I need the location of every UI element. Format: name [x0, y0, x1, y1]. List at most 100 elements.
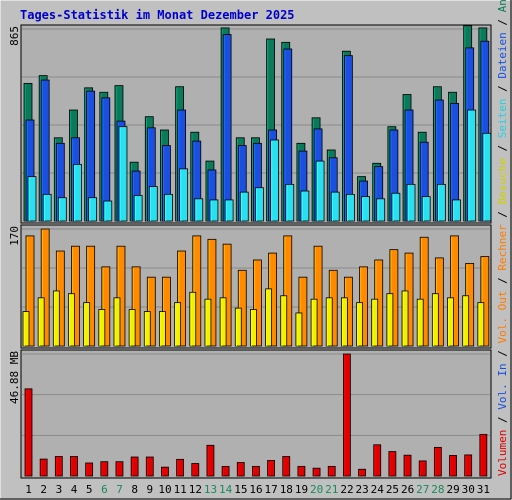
legend--: /	[496, 204, 509, 224]
middle-bar-besuche-day-3	[52, 290, 60, 347]
bottom-bar-volumen-day-1	[24, 388, 33, 477]
day-label-10: 10	[158, 483, 171, 496]
middle-bar-rechner-day-5	[86, 245, 96, 347]
day-label-25: 25	[386, 483, 399, 496]
middle-bar-rechner-day-2	[40, 228, 50, 347]
bottom-bar-volumen-day-25	[388, 451, 397, 477]
top-bar-seiten-day-23	[361, 196, 370, 222]
top-bar-seiten-day-13	[209, 199, 219, 222]
day-label-3: 3	[56, 483, 63, 496]
top-bar-seiten-day-14	[224, 199, 234, 222]
top-bar-seiten-day-16	[255, 187, 264, 222]
top-bar-seiten-day-2	[42, 193, 52, 222]
bottom-bar-volumen-day-20	[312, 467, 321, 477]
top-panel: 865	[8, 24, 492, 224]
bottom-bar-volumen-day-9	[145, 456, 154, 477]
top-bar-seiten-day-17	[270, 139, 279, 222]
middle-bar-besuche-day-16	[250, 309, 257, 347]
bottom-bar-volumen-day-24	[373, 444, 382, 477]
top-bar-seiten-day-28	[436, 183, 446, 222]
top-bar-seiten-day-20	[315, 160, 325, 222]
bottom-bar-volumen-day-18	[282, 456, 291, 477]
middle-ymax-label: 170	[8, 226, 21, 246]
legend--: /	[496, 79, 509, 99]
middle-panel: 170	[8, 224, 492, 349]
day-label-19: 19	[295, 483, 308, 496]
day-label-14: 14	[219, 483, 233, 496]
day-label-22: 22	[340, 483, 353, 496]
middle-bar-rechner-day-12	[192, 235, 202, 347]
bottom-bar-volumen-day-7	[115, 461, 124, 477]
middle-bar-besuche-day-24	[371, 298, 379, 347]
top-bar-seiten-day-30	[467, 109, 477, 222]
middle-bar-besuche-day-18	[280, 295, 288, 347]
day-label-8: 8	[131, 483, 138, 496]
bottom-bar-volumen-day-16	[252, 465, 260, 477]
legend-volumen: Volumen	[496, 430, 509, 476]
day-label-6: 6	[101, 483, 108, 496]
middle-bar-besuche-day-26	[401, 290, 409, 347]
bottom-bar-volumen-day-21	[327, 465, 336, 477]
bottom-bar-volumen-day-17	[267, 459, 275, 477]
legend-text: Volumen / Vol. In / Vol. Out / Rechner /…	[496, 0, 509, 476]
bottom-bar-volumen-day-14	[221, 465, 230, 477]
middle-bar-besuche-day-17	[265, 288, 272, 347]
legend-anfragen: Anfragen	[496, 0, 509, 12]
bottom-bar-volumen-day-31	[479, 433, 488, 477]
middle-bar-rechner-day-11	[177, 250, 187, 347]
legend--: /	[496, 344, 509, 364]
bottom-bar-volumen-day-19	[297, 465, 306, 477]
middle-bar-rechner-day-29	[450, 235, 459, 347]
top-bar-seiten-day-6	[103, 200, 113, 222]
middle-bar-besuche-day-20	[310, 298, 318, 347]
middle-bar-rechner-day-18	[283, 235, 293, 347]
day-label-18: 18	[280, 483, 293, 496]
bottom-bar-volumen-day-29	[449, 455, 457, 477]
legend-besuche: Besuche	[496, 158, 509, 204]
middle-bar-rechner-day-14	[222, 243, 232, 347]
bottom-bar-volumen-day-11	[176, 458, 185, 477]
bottom-bar-volumen-day-5	[85, 462, 94, 477]
middle-bar-besuche-day-15	[234, 307, 242, 347]
middle-bar-besuche-day-10	[159, 311, 166, 347]
middle-bar-besuche-day-12	[189, 291, 197, 347]
middle-bar-besuche-day-1	[22, 311, 30, 347]
middle-bar-besuche-day-14	[219, 297, 227, 347]
day-label-23: 23	[356, 483, 369, 496]
day-label-21: 21	[325, 483, 338, 496]
day-label-13: 13	[204, 483, 217, 496]
bottom-bar-volumen-day-10	[161, 466, 169, 477]
bottom-bar-volumen-day-4	[70, 456, 78, 477]
day-label-27: 27	[416, 483, 429, 496]
chart-title: Tages-Statistik im Monat Dezember 2025	[20, 8, 295, 22]
bottom-bar-volumen-day-28	[433, 446, 442, 477]
bottom-bar-volumen-day-12	[191, 463, 200, 477]
middle-bar-besuche-day-19	[295, 312, 303, 347]
middle-bar-rechner-day-13	[207, 238, 217, 347]
top-bar-seiten-day-4	[73, 163, 82, 222]
bottom-bar-volumen-day-13	[206, 444, 215, 477]
middle-bar-besuche-day-4	[68, 293, 75, 347]
top-bar-seiten-day-19	[300, 190, 310, 222]
day-labels: 1 2 3 4 5 6 7 8 9 10 11 12 13 14 15 16 17 18 19 20 21 22 23 24 2…	[25, 483, 490, 496]
legend--: /	[496, 138, 509, 158]
bottom-bar-volumen-day-22	[342, 353, 351, 477]
middle-bar-rechner-day-8	[131, 266, 141, 347]
legend--: /	[496, 271, 509, 291]
legend-dateien: Dateien	[496, 32, 509, 78]
top-bar-seiten-day-3	[57, 197, 67, 222]
day-label-26: 26	[401, 483, 414, 496]
top-bar-seiten-day-12	[194, 198, 204, 222]
middle-bar-besuche-day-27	[416, 298, 424, 347]
top-bar-seiten-day-22	[345, 193, 355, 222]
bottom-bar-volumen-day-27	[418, 460, 427, 477]
middle-bar-rechner-day-31	[480, 256, 490, 347]
middle-bar-rechner-day-1	[25, 235, 35, 347]
top-bar-seiten-day-29	[452, 199, 461, 222]
top-ymax-label: 865	[8, 26, 21, 46]
day-label-15: 15	[234, 483, 247, 496]
day-label-7: 7	[116, 483, 123, 496]
middle-bar-rechner-day-7	[116, 245, 126, 347]
day-label-24: 24	[371, 483, 385, 496]
